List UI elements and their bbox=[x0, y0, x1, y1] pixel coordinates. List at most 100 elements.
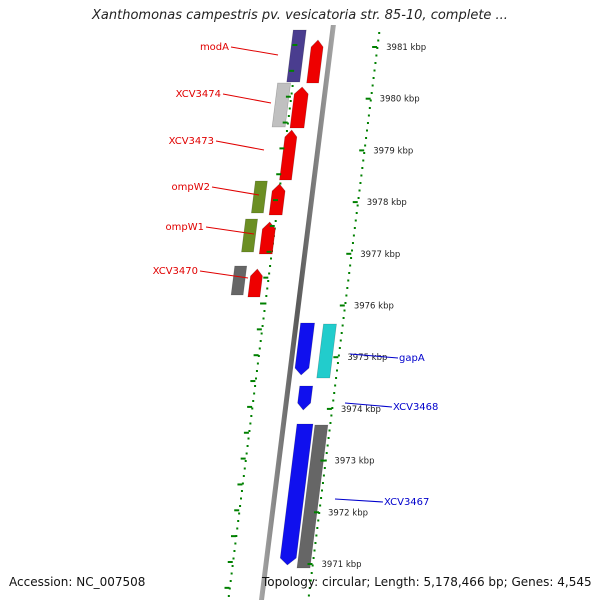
dotted-circle-dot bbox=[264, 302, 267, 305]
dotted-circle-dot bbox=[256, 362, 259, 365]
dotted-circle-dot bbox=[320, 497, 323, 499]
dotted-circle-dot bbox=[308, 587, 311, 589]
dotted-circle-dot bbox=[336, 369, 339, 372]
feature-gapA-cds bbox=[294, 322, 315, 376]
kbp-tick-label: 3979 kbp bbox=[373, 146, 413, 156]
gene-label-leader bbox=[199, 270, 249, 279]
dotted-circle-dot bbox=[338, 347, 341, 349]
backbone-layer bbox=[259, 25, 336, 600]
kbp-tick-label: 3981 kbp bbox=[386, 43, 426, 53]
dotted-circle-dot bbox=[242, 475, 245, 477]
dotted-circle-dot bbox=[266, 287, 269, 290]
dotted-circle-dot bbox=[376, 47, 379, 49]
feature-XCV3474-cog bbox=[271, 82, 291, 128]
dotted-circle-dot bbox=[372, 77, 375, 79]
gene-label-xcv3470[interactable]: XCV3470 bbox=[153, 266, 198, 277]
dotted-circle-dot bbox=[358, 189, 361, 192]
dotted-circle-dot bbox=[362, 159, 365, 162]
feature-ompW1-cog bbox=[241, 218, 258, 253]
kbp-tick-label: 3977 kbp bbox=[360, 250, 400, 260]
dotted-circle-dot bbox=[333, 392, 336, 394]
gene-label-leader bbox=[230, 46, 279, 56]
dotted-circle-dot bbox=[364, 144, 367, 147]
gene-label-leader bbox=[222, 93, 272, 104]
dotted-circle-dot bbox=[366, 122, 369, 124]
dotted-circle-dot bbox=[344, 302, 347, 304]
gene-label-leader bbox=[211, 186, 260, 196]
dotted-circle-dot bbox=[375, 54, 378, 57]
dotted-circle-dot bbox=[323, 467, 326, 469]
dotted-circle-dot bbox=[237, 520, 240, 522]
dotted-circle-dot bbox=[378, 32, 381, 34]
dotted-circle-dot bbox=[332, 399, 335, 402]
dotted-circle-dot bbox=[310, 572, 313, 574]
feature-XCV3467-cog bbox=[296, 424, 329, 569]
dotted-circle-dot bbox=[274, 220, 277, 222]
dotted-circle-dot bbox=[244, 460, 247, 462]
accession-text: Accession: NC_007508 bbox=[9, 575, 146, 589]
feature-XCV3470-cog bbox=[230, 265, 248, 296]
map-title: Xanthomonas campestris pv. vesicatoria s… bbox=[92, 8, 508, 23]
dotted-circle-dot bbox=[287, 115, 290, 117]
gene-label-ompw1[interactable]: ompW1 bbox=[166, 222, 204, 233]
dotted-circle-dot bbox=[348, 272, 351, 274]
dotted-circle-dot bbox=[349, 264, 352, 267]
dotted-circle-dot bbox=[309, 579, 312, 582]
dotted-circle-dot bbox=[246, 445, 249, 447]
gene-label-ompw2[interactable]: ompW2 bbox=[172, 182, 210, 193]
dotted-circle-dot bbox=[329, 422, 332, 424]
gene-label-leader bbox=[205, 226, 255, 235]
dotted-circle-dot bbox=[357, 197, 360, 199]
dotted-circle-dot bbox=[351, 249, 354, 252]
dotted-circle-dot bbox=[279, 182, 282, 185]
feature-XCV3473-cds bbox=[279, 129, 298, 181]
kbp-tick-label: 3980 kbp bbox=[380, 95, 420, 105]
dotted-circle-dot bbox=[328, 429, 331, 432]
kbp-tick-label: 3976 kbp bbox=[354, 302, 394, 312]
dotted-circle-dot bbox=[339, 339, 342, 342]
dotted-circle-dot bbox=[249, 422, 252, 425]
gene-label-gapa[interactable]: gapA bbox=[399, 353, 425, 364]
feature-XCV3468-cds bbox=[297, 385, 314, 411]
gene-label-xcv3473[interactable]: XCV3473 bbox=[169, 136, 214, 147]
dotted-circle-dot bbox=[290, 92, 293, 95]
gene-label-leader bbox=[349, 353, 399, 359]
dotted-circle-dot bbox=[286, 122, 289, 125]
dotted-circle-dot bbox=[342, 317, 345, 319]
gene-label-moda[interactable]: modA bbox=[200, 42, 229, 53]
gene-label-xcv3474[interactable]: XCV3474 bbox=[176, 89, 221, 100]
dotted-circle-dot bbox=[234, 542, 237, 545]
feature-ompW2-cog bbox=[251, 180, 268, 214]
dotted-circle-dot bbox=[243, 467, 246, 470]
gene-label-xcv3467[interactable]: XCV3467 bbox=[384, 497, 429, 508]
dotted-circle-dot bbox=[233, 550, 236, 552]
dotted-circle-dot bbox=[359, 182, 362, 184]
dotted-circle-dot bbox=[229, 580, 232, 582]
dotted-circle-dot bbox=[356, 204, 359, 207]
dotted-circle-dot bbox=[245, 452, 248, 455]
dotted-circle-dot bbox=[322, 474, 325, 477]
feature-modA-cds bbox=[306, 39, 324, 84]
dotted-circle-dot bbox=[367, 114, 370, 117]
summary-text: Topology: circular; Length: 5,178,466 bp… bbox=[262, 575, 592, 589]
dotted-circle-dot bbox=[365, 137, 368, 139]
dotted-circle-dot bbox=[312, 557, 315, 559]
genome-backbone bbox=[259, 25, 336, 600]
dotted-circle-dot bbox=[371, 84, 374, 87]
dotted-circle-dot bbox=[257, 355, 260, 357]
dotted-circle-dot bbox=[324, 459, 327, 462]
dotted-circle-dot bbox=[227, 595, 230, 597]
dotted-circle-dot bbox=[337, 354, 340, 357]
dotted-circle-dot bbox=[336, 362, 339, 364]
dotted-circle-dot bbox=[248, 430, 251, 432]
feature-XCV3467-cds bbox=[279, 423, 314, 566]
dotted-circle-dot bbox=[285, 130, 288, 132]
dotted-circle-dot bbox=[230, 572, 233, 575]
dotted-circle-dot bbox=[259, 340, 262, 342]
dotted-circle-dot bbox=[236, 527, 239, 530]
dotted-circle-dot bbox=[316, 527, 319, 529]
gene-label-xcv3468[interactable]: XCV3468 bbox=[393, 402, 438, 413]
dotted-circle-dot bbox=[374, 62, 377, 64]
dotted-circle-dot bbox=[317, 519, 320, 522]
